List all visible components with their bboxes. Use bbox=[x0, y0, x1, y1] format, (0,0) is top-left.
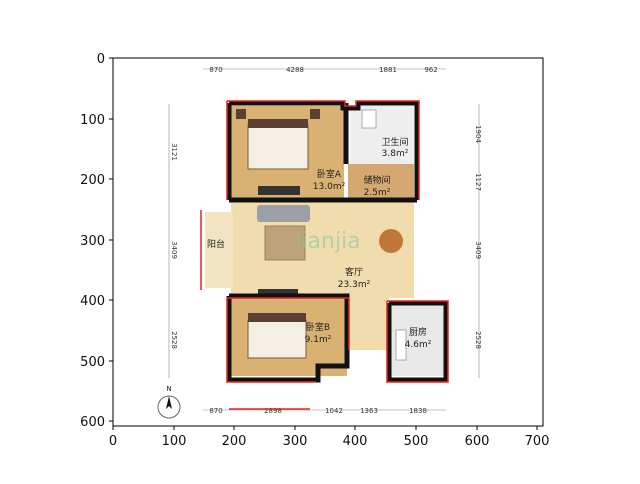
compass-letter: N bbox=[166, 385, 171, 393]
furniture bbox=[236, 109, 407, 361]
dimension-labels-left: 3121 3409 2528 bbox=[170, 143, 178, 349]
dimension-labels-right: 1904 1127 3409 2528 bbox=[474, 125, 482, 349]
wardrobe bbox=[258, 186, 300, 195]
room-name-bedroom-a: 卧室A bbox=[317, 168, 342, 180]
x-tick-label: 400 bbox=[343, 434, 368, 449]
dim-label: 870 bbox=[209, 66, 222, 74]
y-tick-label: 200 bbox=[80, 173, 105, 188]
red-outline bbox=[200, 100, 449, 410]
dim-label: 2528 bbox=[474, 331, 482, 349]
room-name-storage: 储物间 bbox=[363, 174, 390, 186]
dim-label: 1042 bbox=[325, 407, 343, 415]
y-tick-label: 300 bbox=[80, 234, 105, 249]
dim-label: 1363 bbox=[360, 407, 378, 415]
x-tick-label: 500 bbox=[404, 434, 429, 449]
x-axis: 0 100 200 300 400 500 600 700 bbox=[109, 426, 550, 449]
y-tick-label: 100 bbox=[80, 113, 105, 128]
dim-label: 4288 bbox=[286, 66, 304, 74]
hallway-floor bbox=[347, 298, 389, 350]
dimension-labels-bottom: 870 2898 1042 1363 1838 bbox=[209, 407, 427, 415]
sofa bbox=[257, 205, 310, 222]
kitchen-counter bbox=[395, 329, 407, 361]
room-name-living: 客厅 bbox=[345, 266, 363, 278]
walls bbox=[226, 100, 449, 383]
x-tick-label: 700 bbox=[525, 434, 550, 449]
x-tick-label: 0 bbox=[109, 434, 117, 449]
dim-label: 1838 bbox=[409, 407, 427, 415]
y-tick-label: 500 bbox=[80, 355, 105, 370]
bathroom-floor bbox=[350, 106, 414, 164]
y-tick-label: 600 bbox=[80, 415, 105, 430]
room-name-kitchen: 厨房 bbox=[409, 326, 427, 338]
room-area-kitchen: 4.6m² bbox=[405, 340, 432, 350]
room-labels: 卧室A 13.0m² 卫生间 3.8m² 储物间 2.5m² 客厅 23.3m²… bbox=[207, 136, 432, 350]
bed-b-headboard bbox=[248, 313, 306, 322]
dim-label: 3409 bbox=[474, 241, 482, 259]
compass-icon: N bbox=[157, 385, 181, 419]
storage-floor bbox=[348, 164, 414, 200]
dim-label: 962 bbox=[424, 66, 437, 74]
room-area-bathroom: 3.8m² bbox=[382, 149, 409, 159]
room-area-living: 23.3m² bbox=[338, 280, 371, 290]
dim-label: 2528 bbox=[170, 331, 178, 349]
room-name-bathroom: 卫生间 bbox=[381, 136, 408, 148]
dining-table bbox=[379, 229, 403, 253]
y-axis: 0 100 200 300 400 500 600 bbox=[80, 52, 113, 430]
watermark: lianjia bbox=[295, 229, 360, 254]
dimension-labels-top: 870 4288 1881 962 bbox=[209, 66, 437, 74]
x-tick-label: 200 bbox=[222, 434, 247, 449]
room-area-bedroom-a: 13.0m² bbox=[313, 182, 346, 192]
nightstand bbox=[236, 109, 246, 119]
bed-b bbox=[247, 319, 307, 359]
x-tick-label: 600 bbox=[465, 434, 490, 449]
x-tick-label: 100 bbox=[162, 434, 187, 449]
y-tick-label: 0 bbox=[97, 52, 105, 67]
bed-a bbox=[247, 124, 309, 170]
dim-label: 1127 bbox=[474, 173, 482, 191]
bed-a-headboard bbox=[248, 119, 308, 128]
room-name-bedroom-b: 卧室B bbox=[306, 321, 330, 333]
x-tick-label: 300 bbox=[283, 434, 308, 449]
dim-label: 1881 bbox=[379, 66, 397, 74]
room-name-balcony: 阳台 bbox=[207, 238, 225, 250]
dim-label: 3121 bbox=[170, 143, 178, 161]
tv-cabinet bbox=[258, 289, 298, 297]
rug bbox=[264, 225, 306, 261]
balcony-floor bbox=[205, 212, 233, 288]
toilet bbox=[361, 109, 377, 129]
y-tick-label: 400 bbox=[80, 294, 105, 309]
room-area-storage: 2.5m² bbox=[364, 188, 391, 198]
dim-label: 3409 bbox=[170, 241, 178, 259]
dim-label: 870 bbox=[209, 407, 222, 415]
nightstand bbox=[310, 109, 320, 119]
dim-label: 2898 bbox=[264, 407, 282, 415]
dim-label: 1904 bbox=[474, 125, 482, 143]
room-area-bedroom-b: 9.1m² bbox=[305, 335, 332, 345]
dimension-lines bbox=[168, 68, 480, 411]
